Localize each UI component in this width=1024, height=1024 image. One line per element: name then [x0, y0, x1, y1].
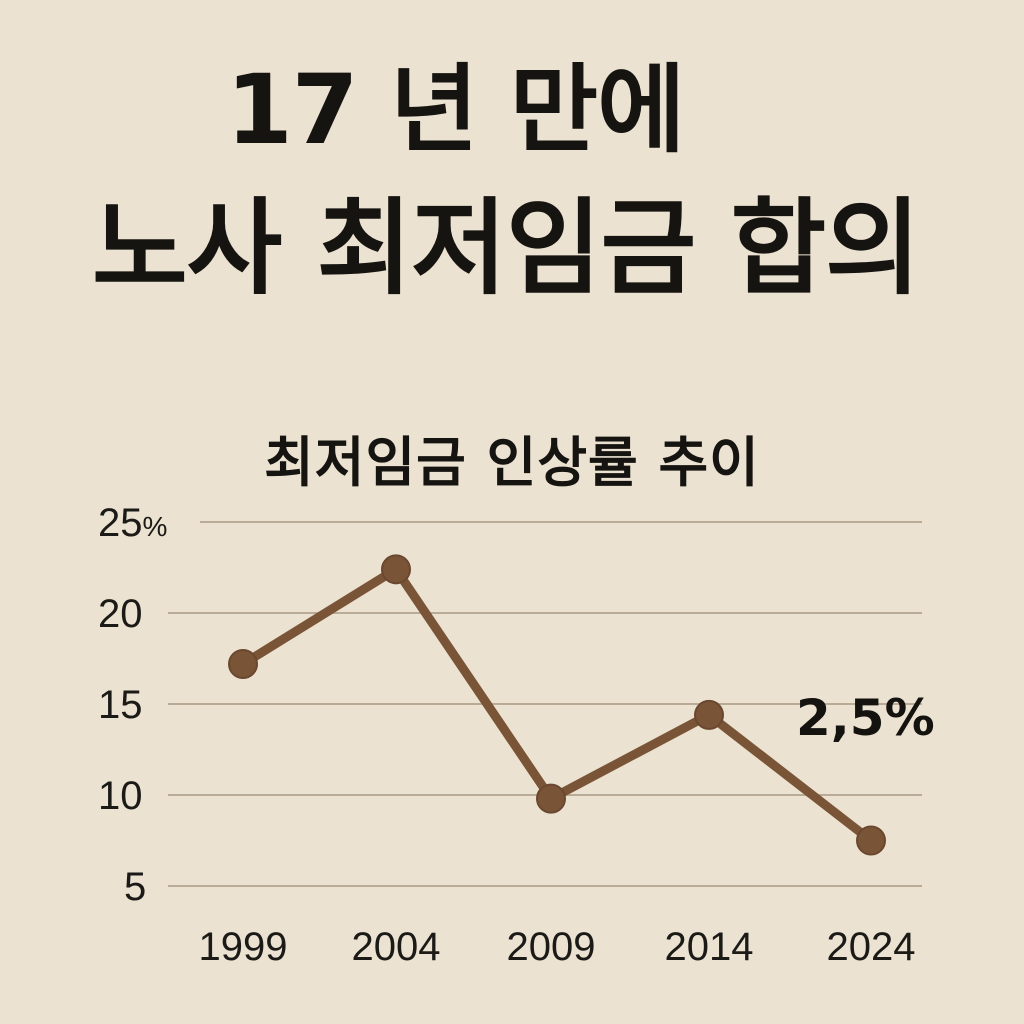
- y-tick-label: 15: [98, 683, 143, 727]
- y-tick-unit: %: [143, 511, 168, 542]
- y-tick-label: 5: [124, 865, 146, 909]
- data-point: [381, 554, 411, 585]
- headline-line-2: 노사 최저임금 합의: [92, 187, 921, 309]
- x-axis-ticks: 1999 2004 2009 2014 2024: [199, 925, 916, 969]
- y-axis-ticks: 25% 20 15 10 5: [98, 501, 167, 909]
- point-layer: [228, 554, 886, 856]
- data-point: [536, 783, 566, 814]
- data-point: [856, 825, 886, 856]
- x-tick-label: 2009: [507, 925, 596, 969]
- data-point: [228, 648, 258, 679]
- y-tick-label: 25%: [98, 501, 167, 545]
- headline: 17 년 만에 노사 최저임금 합의: [0, 0, 1024, 340]
- headline-line-1: 17 년 만에: [226, 54, 685, 166]
- x-tick-label: 1999: [199, 925, 288, 969]
- x-tick-label: 2014: [665, 925, 754, 969]
- annotation-label: 2,5%: [796, 689, 935, 747]
- chart-title: 최저임금 인상률 추이: [264, 431, 760, 494]
- y-tick-label: 20: [98, 592, 143, 636]
- x-tick-label: 2024: [827, 925, 916, 969]
- x-tick-label: 2004: [352, 925, 441, 969]
- y-tick-label: 10: [98, 774, 143, 818]
- data-point: [694, 699, 724, 730]
